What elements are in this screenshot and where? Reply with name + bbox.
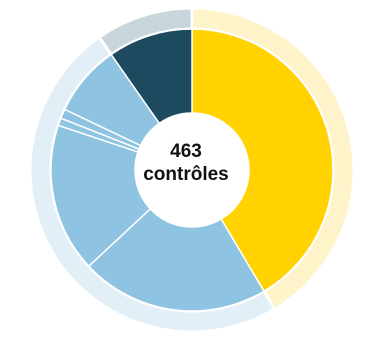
donut-hole [135, 113, 249, 227]
center-label: 463 contrôles [126, 140, 246, 186]
total-unit: contrôles [143, 164, 229, 185]
total-count: 463 [170, 141, 202, 162]
